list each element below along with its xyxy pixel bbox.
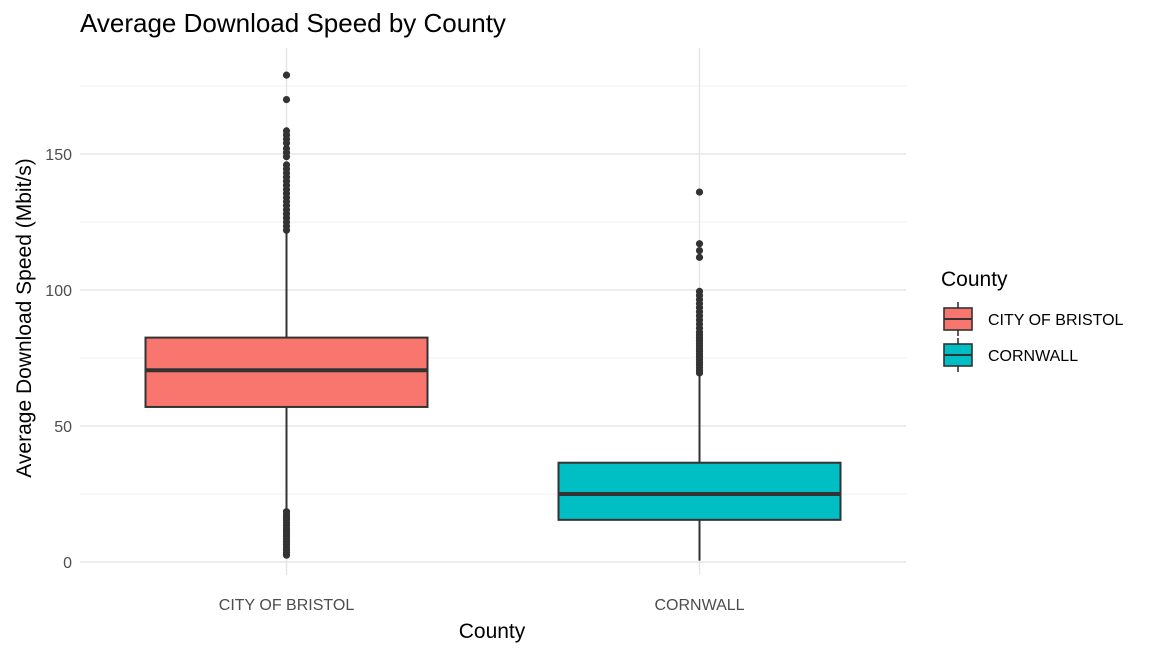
y-tick-label: 100: [45, 283, 72, 300]
outlier-point: [695, 287, 704, 295]
x-axis-title: County: [459, 620, 526, 643]
boxes: [144, 71, 842, 561]
outlier-point: [695, 246, 704, 255]
x-axis-tick-labels: CITY OF BRISTOL CORNWALL: [219, 597, 745, 614]
outlier-point: [695, 188, 704, 196]
iqr-box: [144, 336, 429, 408]
legend-key-cornwall: [943, 338, 973, 372]
outlier-point: [695, 240, 704, 248]
y-tick-label: 50: [54, 419, 72, 436]
x-tick-label: CORNWALL: [654, 597, 744, 614]
outlier-point: [282, 161, 291, 169]
legend-key-city-of-bristol: [943, 302, 973, 336]
y-tick-label: 0: [63, 555, 72, 572]
y-axis-title: Average Download Speed (Mbit/s): [13, 158, 36, 477]
legend-title: County: [941, 268, 1008, 291]
legend-label: CORNWALL: [988, 348, 1078, 365]
y-tick-label: 150: [45, 147, 72, 164]
legend: County CITY OF BRISTOL CORNWALL: [941, 268, 1124, 372]
y-axis-tick-labels: 0 50 100 150: [45, 147, 72, 572]
x-tick-label: CITY OF BRISTOL: [219, 597, 355, 614]
outlier-point: [695, 253, 704, 261]
outlier-point: [282, 96, 291, 104]
outlier-point: [282, 508, 291, 516]
outlier-point: [282, 144, 291, 153]
box-city-of-bristol: [144, 71, 429, 559]
chart-title: Average Download Speed by County: [80, 8, 506, 38]
iqr-box: [557, 461, 842, 521]
box-cornwall: [557, 188, 842, 561]
legend-label: CITY OF BRISTOL: [988, 312, 1124, 329]
outlier-point: [282, 71, 291, 79]
outlier-point: [282, 127, 291, 135]
